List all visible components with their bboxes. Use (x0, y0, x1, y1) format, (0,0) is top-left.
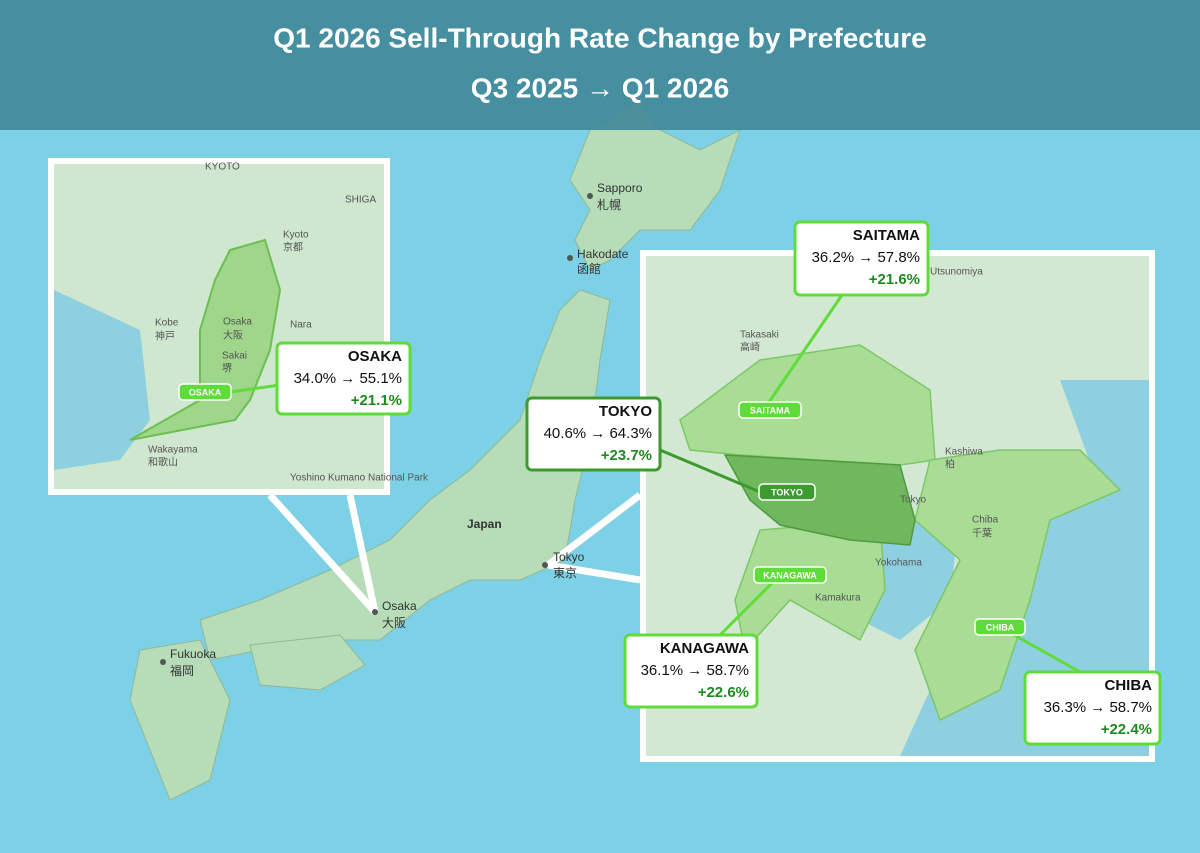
osaka-inset: KYOTO SHIGA Kyoto 京都 Kobe 神戸 Osaka 大阪 Na… (48, 158, 429, 495)
callout-rates: 40.6% → 64.3% (544, 425, 652, 442)
region-label: KYOTO (205, 162, 240, 173)
callout-name: SAITAMA (853, 227, 920, 244)
city-label: 大阪 (382, 616, 406, 630)
callout-rates: 36.1% → 58.7% (641, 662, 749, 679)
city-label: 和歌山 (148, 456, 178, 469)
callout-name: TOKYO (599, 403, 652, 420)
badge-label: KANAGAWA (763, 570, 817, 580)
leader-line (659, 448, 761, 494)
city-label: Kyoto (283, 230, 309, 241)
badge-label: OSAKA (189, 387, 222, 397)
city-label: 柏 (945, 458, 955, 471)
city-label: Sakai (222, 351, 247, 362)
city-label: Kamakura (815, 593, 861, 604)
callout-box (623, 633, 759, 709)
city-label: Tokyo (900, 495, 927, 506)
city-label: Utsunomiya (930, 267, 983, 278)
callout-box (793, 220, 930, 297)
city-label: 札幌 (597, 197, 621, 212)
city-label: Sapporo (597, 181, 643, 195)
callout-box (275, 341, 412, 416)
badge-label: TOKYO (771, 487, 803, 497)
inset-connectors (267, 492, 643, 615)
city-label: Tokyo (553, 550, 585, 564)
city-label: 東京 (553, 566, 577, 580)
callout-box (525, 396, 662, 472)
title: Q1 2026 Sell-Through Rate Change by Pref… (273, 22, 927, 53)
city-label: Kobe (155, 318, 179, 329)
callout-name: CHIBA (1105, 677, 1153, 694)
badge (178, 383, 232, 401)
callout-rates: 36.2% → 57.8% (812, 249, 920, 266)
badge (974, 618, 1026, 636)
city-label: Kashiwa (945, 447, 983, 458)
region-label: SHIGA (345, 195, 376, 206)
callout-rates: 34.0% → 55.1% (294, 370, 402, 387)
badge (738, 401, 802, 419)
city-label: 福岡 (170, 663, 194, 678)
city-label: Hakodate (577, 247, 629, 261)
badge (758, 483, 816, 501)
callout-change: +21.1% (351, 392, 402, 409)
city-label: 神戸 (155, 330, 175, 343)
callout-change: +21.6% (869, 271, 920, 288)
city-label: 千葉 (972, 527, 992, 540)
park-label: Yoshino Kumano National Park (290, 473, 429, 484)
callout-rates: 36.3% → 58.7% (1044, 699, 1152, 716)
title-band (0, 0, 1200, 130)
callout-name: KANAGAWA (660, 640, 749, 657)
callout-change: +23.7% (601, 447, 652, 464)
callout-change: +22.4% (1101, 721, 1152, 738)
city-label: Takasaki (740, 330, 779, 341)
callout-box (1023, 670, 1162, 746)
city-label: Nara (290, 320, 312, 331)
badge-label: CHIBA (986, 622, 1015, 632)
callout-change: +22.6% (698, 684, 749, 701)
japan (129, 99, 741, 801)
subtitle: Q3 2025 → Q1 2026 (471, 72, 729, 103)
city-label: Yokohama (875, 558, 922, 569)
city-label: 京都 (283, 241, 303, 254)
city-label: Chiba (972, 515, 999, 526)
city-label: 高崎 (740, 341, 760, 354)
city-label: Wakayama (148, 445, 198, 456)
city-label: Fukuoka (170, 647, 216, 661)
badge (753, 566, 827, 584)
badge-label: SAITAMA (750, 405, 791, 415)
callout-name: OSAKA (348, 348, 402, 365)
city-label: Osaka (223, 317, 252, 328)
country-label: Japan (467, 517, 502, 531)
city-label: 大阪 (223, 329, 243, 342)
city-label: Osaka (382, 599, 417, 613)
city-label: 堺 (222, 363, 232, 375)
city-label: 函館 (577, 261, 601, 276)
